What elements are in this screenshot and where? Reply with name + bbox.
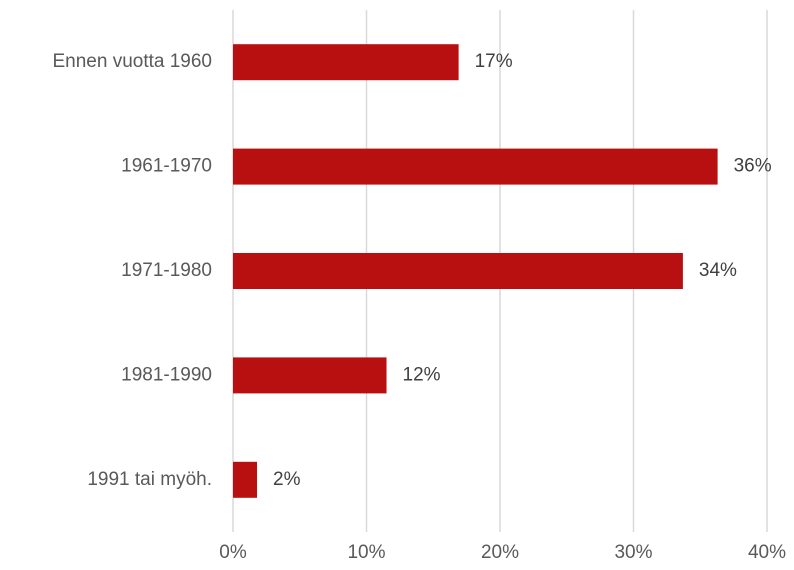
value-label: 34% bbox=[699, 260, 737, 281]
value-label: 17% bbox=[475, 51, 513, 72]
x-tick-label: 0% bbox=[219, 542, 247, 563]
bar bbox=[233, 253, 683, 289]
x-tick-label: 30% bbox=[614, 542, 652, 563]
y-tick-label: 1971-1980 bbox=[121, 260, 212, 281]
bar bbox=[233, 357, 387, 394]
y-tick-label: Ennen vuotta 1960 bbox=[52, 51, 212, 72]
bar bbox=[233, 461, 258, 498]
value-label: 2% bbox=[273, 469, 301, 490]
x-tick-label: 20% bbox=[481, 542, 519, 563]
bar bbox=[233, 148, 718, 185]
y-tick-label: 1961-1970 bbox=[121, 156, 212, 177]
bar bbox=[233, 44, 459, 81]
y-tick-label: 1991 tai myöh. bbox=[87, 469, 212, 490]
y-tick-label: 1981-1990 bbox=[121, 364, 212, 385]
value-label: 12% bbox=[403, 364, 441, 385]
x-tick-label: 10% bbox=[347, 542, 385, 563]
value-label: 36% bbox=[734, 156, 772, 177]
x-tick-label: 40% bbox=[748, 542, 786, 563]
